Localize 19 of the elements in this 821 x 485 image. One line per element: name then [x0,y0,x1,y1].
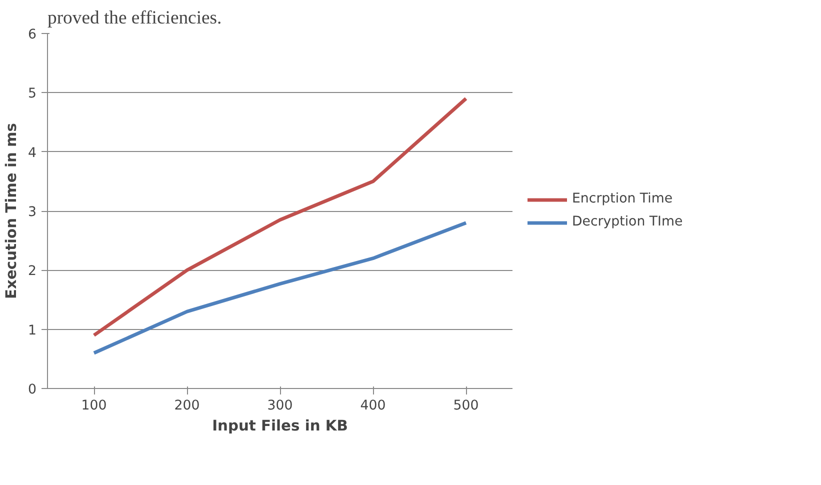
x-tick-label: 100 [81,398,107,414]
text: proved the efficiencies. [48,8,222,28]
legend-label: Encrption Time [572,192,673,206]
y-tick-label: 6 [28,28,37,42]
x-tick-label: 200 [174,398,200,414]
x-tick-label: 400 [360,398,386,414]
y-axis-title: Execution Time in ms [3,122,20,300]
y-tick-label: 5 [28,86,37,102]
legend-label: Decryption TIme [572,214,683,230]
y-tick-label: 2 [28,264,37,280]
y-tick-label: 0 [28,382,37,398]
y-tick-label: 3 [28,205,37,220]
x-tick-label: 500 [453,398,479,414]
line-series [92,96,468,337]
y-tick-label: 1 [28,323,37,338]
x-tick-label: 300 [267,398,293,414]
y-tick-label: 4 [28,146,37,161]
x-axis-title: Input Files in KB [212,418,348,434]
line-series [92,221,468,355]
